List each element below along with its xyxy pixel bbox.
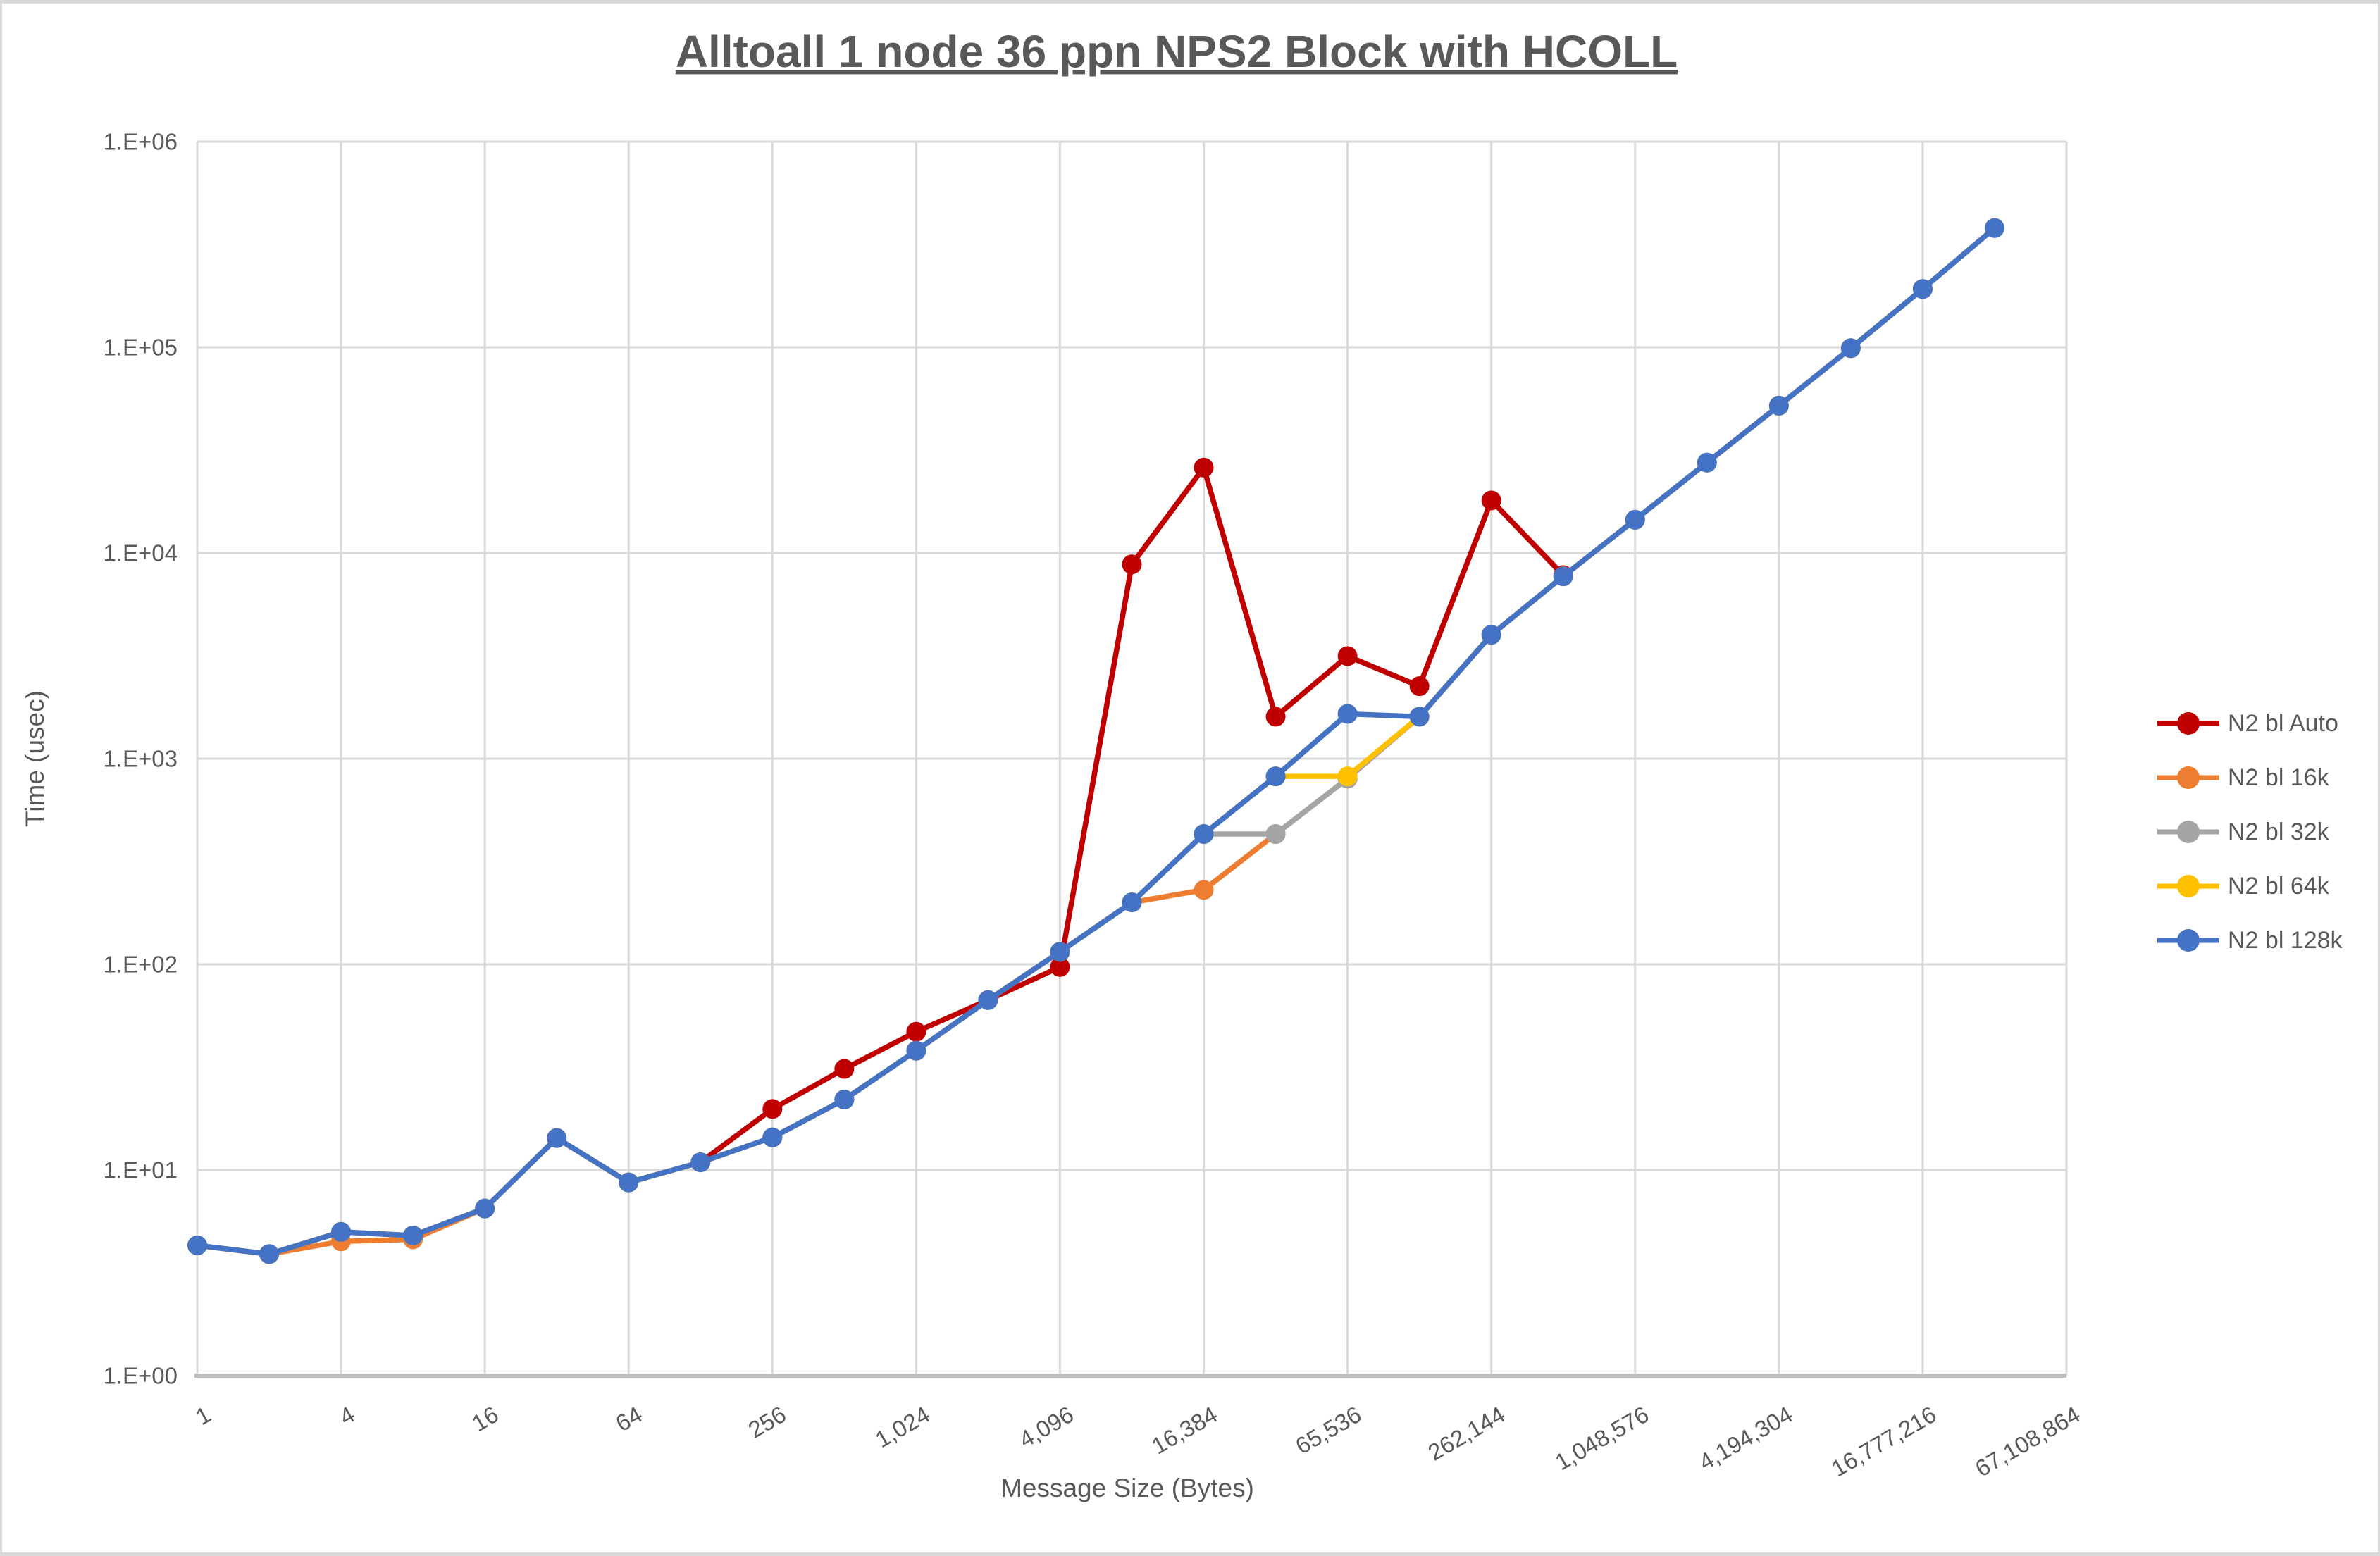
data-point-marker <box>978 990 998 1010</box>
data-point-marker <box>834 1059 855 1079</box>
data-point-marker <box>690 1152 711 1173</box>
x-tick-label: 64 <box>611 1401 646 1436</box>
legend-label: N2 bl Auto <box>2228 710 2338 737</box>
data-point-marker <box>1409 676 1430 697</box>
x-tick-label: 4 <box>335 1401 359 1430</box>
data-point-marker <box>1481 625 1501 645</box>
axis-lines <box>194 142 2068 1378</box>
legend-label: N2 bl 16k <box>2228 764 2330 791</box>
series-line-n2-bl-16k <box>194 225 1997 1257</box>
data-point-marker <box>187 1236 207 1256</box>
data-point-marker <box>1265 824 1286 845</box>
data-point-marker <box>1122 892 1142 913</box>
chart-title: Alltoall 1 node 36 ppn NPS2 Block with H… <box>676 26 1678 77</box>
x-axis-tick-labels: 1 4 16 64 256 1,024 4,096 16,384 65,536 262,144 1,… <box>191 1401 2084 1482</box>
y-axis-tick-labels: 1.E+00 1.E+01 1.E+02 1.E+03 1.E+04 1.E+05 1.E+… <box>103 129 178 1389</box>
data-point-marker <box>1265 707 1286 727</box>
data-point-marker <box>1840 338 1861 359</box>
legend: N2 bl Auto N2 bl 16k N2 bl 32k N2 bl 64k N2 … <box>2157 710 2343 954</box>
x-tick-label: 16,777,216 <box>1827 1401 1941 1482</box>
data-point-marker <box>331 1221 352 1242</box>
legend-item-n2-bl-16k: N2 bl 16k <box>2157 764 2330 791</box>
legend-marker <box>2177 766 2200 789</box>
x-tick-label: 1 <box>191 1401 215 1430</box>
x-axis-title: Message Size (Bytes) <box>1000 1474 1254 1502</box>
data-point-marker <box>906 1040 926 1061</box>
y-tick-label: 1.E+01 <box>103 1157 178 1183</box>
data-point-marker <box>1768 395 1789 416</box>
data-point-marker <box>906 1021 926 1042</box>
window-edge-top <box>0 0 2380 4</box>
gridlines <box>196 140 2068 1377</box>
data-point-marker <box>1194 457 1214 478</box>
data-point-marker <box>1194 880 1214 900</box>
legend-item-n2-bl-auto: N2 bl Auto <box>2157 710 2338 737</box>
series-line-n2-bl-128k <box>194 225 1997 1257</box>
data-point-marker <box>1912 279 1933 299</box>
series-layer <box>187 218 2004 1264</box>
data-point-marker <box>1337 766 1358 787</box>
data-point-marker <box>762 1127 783 1147</box>
data-point-marker <box>1553 566 1573 587</box>
x-tick-label: 16 <box>467 1401 502 1436</box>
data-point-marker <box>259 1244 280 1264</box>
series-line-n2-bl-32k <box>194 225 1997 1257</box>
window-edge-right <box>2378 0 2380 1556</box>
x-tick-label: 16,384 <box>1147 1401 1222 1459</box>
x-tick-label: 65,536 <box>1291 1401 1365 1459</box>
y-tick-label: 1.E+00 <box>103 1363 178 1389</box>
data-point-marker <box>403 1226 423 1246</box>
y-tick-label: 1.E+02 <box>103 952 178 978</box>
y-axis-title: Time (usec) <box>20 690 49 827</box>
x-tick-label: 256 <box>744 1401 791 1443</box>
y-tick-label: 1.E+06 <box>103 129 178 155</box>
data-point-marker <box>1409 707 1430 727</box>
data-point-marker <box>547 1128 567 1148</box>
legend-item-n2-bl-64k: N2 bl 64k <box>2157 873 2330 900</box>
legend-marker <box>2177 821 2200 843</box>
data-point-marker <box>475 1198 495 1219</box>
data-point-marker <box>1265 766 1286 787</box>
x-tick-label: 1,048,576 <box>1551 1401 1654 1475</box>
y-tick-label: 1.E+03 <box>103 746 178 772</box>
legend-item-n2-bl-128k: N2 bl 128k <box>2157 927 2343 954</box>
legend-marker <box>2177 875 2200 897</box>
data-point-marker <box>1984 218 2004 238</box>
legend-label: N2 bl 64k <box>2228 873 2330 900</box>
data-point-marker <box>1337 704 1358 724</box>
legend-marker <box>2177 712 2200 735</box>
x-tick-label: 67,108,864 <box>1971 1401 2085 1482</box>
data-point-marker <box>1122 554 1142 575</box>
y-tick-label: 1.E+04 <box>103 540 178 566</box>
series-line-n2-bl-64k <box>194 225 1997 1257</box>
x-tick-label: 4,096 <box>1015 1401 1078 1452</box>
data-point-marker <box>1050 942 1070 962</box>
legend-label: N2 bl 128k <box>2228 927 2343 954</box>
legend-label: N2 bl 32k <box>2228 819 2330 845</box>
data-point-marker <box>762 1099 783 1119</box>
y-tick-label: 1.E+05 <box>103 335 178 361</box>
x-tick-label: 262,144 <box>1423 1401 1509 1466</box>
x-tick-label: 1,024 <box>871 1401 934 1452</box>
data-point-marker <box>1194 824 1214 845</box>
series-line-n2-bl-auto <box>194 465 1566 1257</box>
data-point-marker <box>834 1090 855 1110</box>
window-edge-bottom <box>0 1552 2380 1556</box>
data-point-marker <box>619 1172 639 1193</box>
legend-marker <box>2177 929 2200 952</box>
data-point-marker <box>1697 452 1717 473</box>
data-point-marker <box>1337 646 1358 666</box>
window-edge-left <box>0 0 2 1556</box>
x-tick-label: 4,194,304 <box>1694 1401 1797 1475</box>
data-point-marker <box>1050 957 1070 977</box>
data-point-marker <box>1625 509 1645 530</box>
legend-item-n2-bl-32k: N2 bl 32k <box>2157 819 2330 845</box>
data-point-marker <box>1481 490 1501 511</box>
